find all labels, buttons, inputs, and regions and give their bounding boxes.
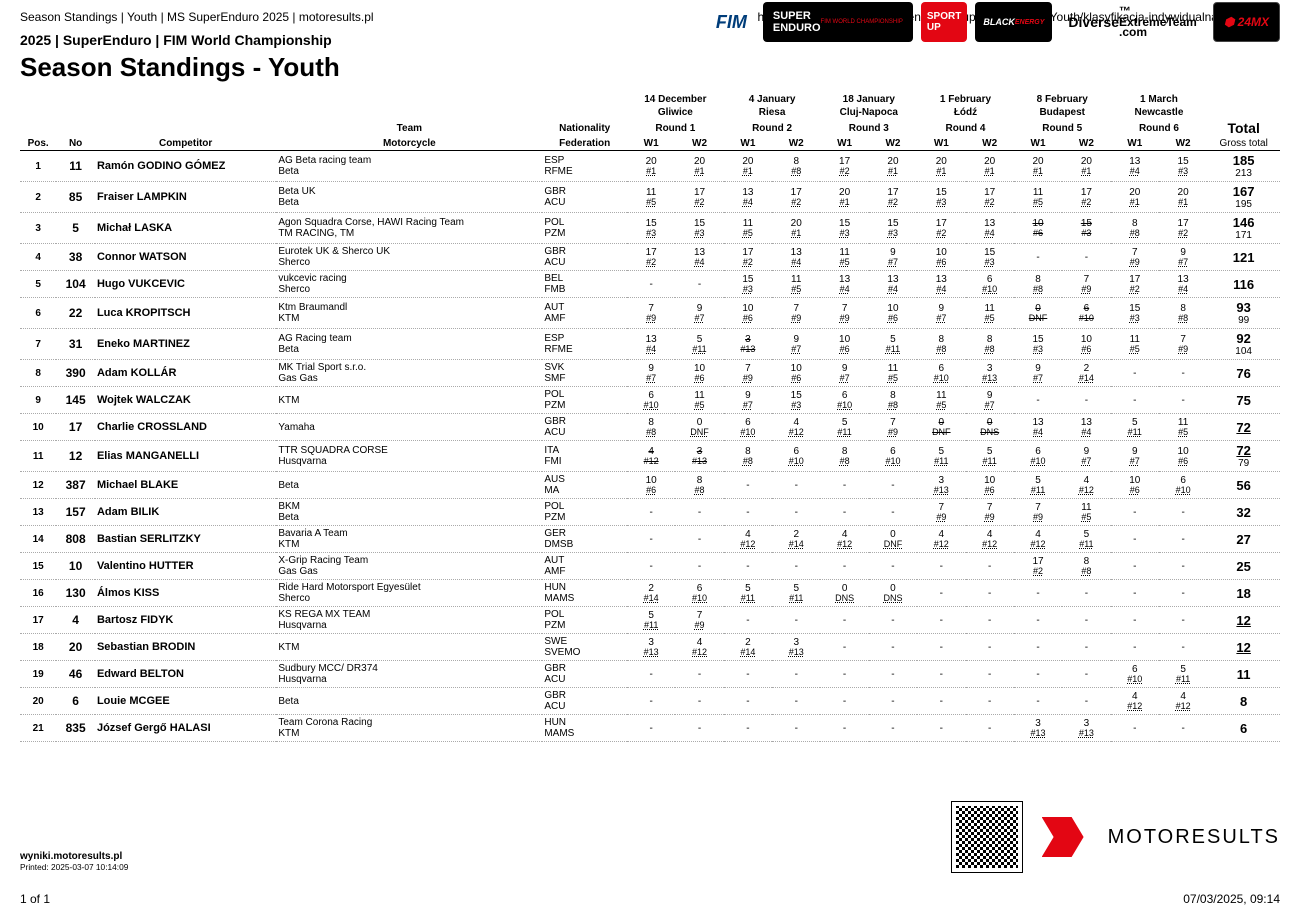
top-left-text: Season Standings | Youth | MS SuperEndur… (20, 10, 374, 24)
table-row: 35Michał LASKAAgon Squadra Corse, HAWI R… (20, 213, 1280, 244)
table-row: 1112Elias MANGANELLITTR SQUADRA CORSEHus… (20, 441, 1280, 472)
print-date: 07/03/2025, 09:14 (1183, 892, 1280, 906)
table-row: 5104Hugo VUKCEVICvukcevic racingShercoBE… (20, 271, 1280, 298)
table-row: 16130Álmos KISSRide Hard Motorsport Egye… (20, 580, 1280, 607)
table-row: 285Fraiser LAMPKINBeta UKBetaGBRACU11#51… (20, 182, 1280, 213)
table-row: 8390Adam KOLLÁRMK Trial Sport s.r.o.Gas … (20, 360, 1280, 387)
logo-fim: FIM (708, 2, 755, 42)
table-row: 1510Valentino HUTTERX-Grip Racing TeamGa… (20, 553, 1280, 580)
motoresults-logo: MOTORESULTS (1042, 817, 1280, 857)
table-row: 174Bartosz FIDYKKS REGA MX TEAMHusqvarna… (20, 607, 1280, 634)
table-row: 21835József Gergő HALASITeam Corona Raci… (20, 715, 1280, 742)
table-row: 14808Bastian SERLITZKYBavaria A TeamKTMG… (20, 526, 1280, 553)
table-row: 12387Michael BLAKEBetaAUSMA10#68#8----3#… (20, 472, 1280, 499)
table-row: 9145Wojtek WALCZAKKTMPOLPZM6#1011#59#715… (20, 387, 1280, 414)
table-row: 206Louie MCGEEBetaGBRACU----------4#124#… (20, 688, 1280, 715)
qr-code (952, 802, 1022, 872)
table-row: 13157Adam BILIKBKMBetaPOLPZM------7#97#9… (20, 499, 1280, 526)
subtitle: 2025 | SuperEnduro | FIM World Champions… (20, 32, 340, 48)
logo-24mx: ⬢ 24MX (1213, 2, 1280, 42)
table-row: 1820Sebastian BRODINKTMSWESVEMO3#134#122… (20, 634, 1280, 661)
table-row: 622Luca KROPITSCHKtm BraumandlKTMAUTAMF7… (20, 298, 1280, 329)
logo-blackenergy: BLACKENERGY (975, 2, 1052, 42)
table-row: 1017Charlie CROSSLANDYamahaGBRACU8#80DNF… (20, 414, 1280, 441)
logo-diverse: Diverse™ExtremeTeam.com (1060, 2, 1204, 42)
page-title: Season Standings - Youth (20, 52, 340, 83)
logo-sportup: SPORTUP (921, 2, 967, 42)
table-row: 731Eneko MARTINEZAG Racing teamBetaESPRF… (20, 329, 1280, 360)
page-counter: 1 of 1 (20, 892, 50, 906)
table-row: 1946Edward BELTONSudbury MCC/ DR374Husqv… (20, 661, 1280, 688)
table-row: 111Ramón GODINO GÓMEZAG Beta racing team… (20, 151, 1280, 182)
logo-superenduro: SUPERENDUROFIM WORLD CHAMPIONSHIP (763, 2, 913, 42)
standings-table: 14 December4 January18 January1 February… (20, 93, 1280, 742)
footer-left: wyniki.motoresults.pl Printed: 2025-03-0… (20, 851, 128, 872)
table-row: 438Connor WATSONEurotek UK & Sherco UKSh… (20, 244, 1280, 271)
sponsor-logos: FIM SUPERENDUROFIM WORLD CHAMPIONSHIP SP… (708, 2, 1280, 42)
